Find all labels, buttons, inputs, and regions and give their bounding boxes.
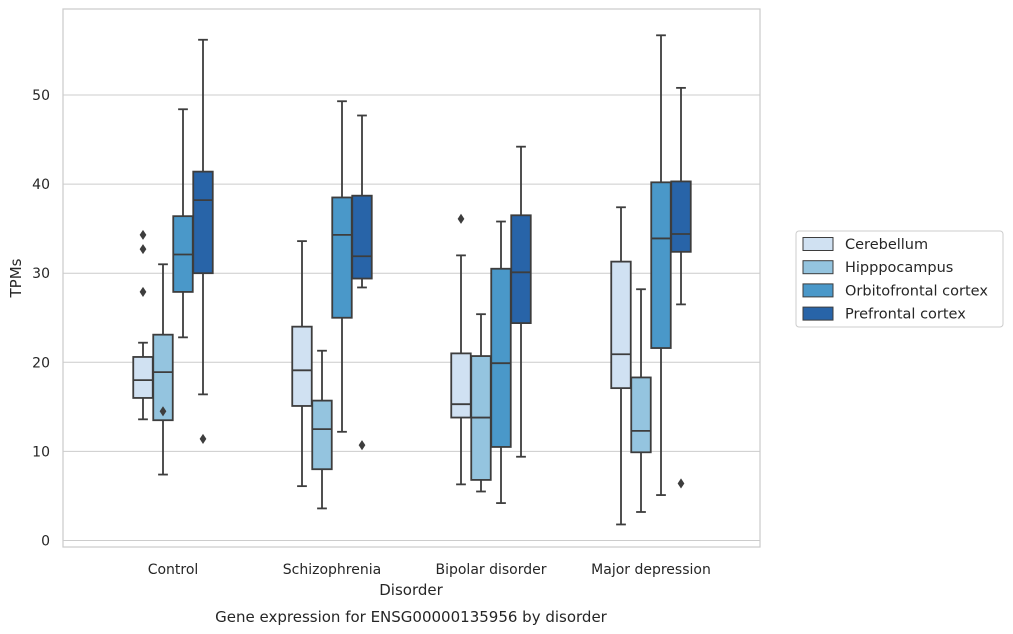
box-orbitofrontal-cortex: [331, 100, 353, 433]
box-iqr: [610, 260, 632, 390]
box-iqr: [630, 376, 652, 454]
box-iqr: [311, 399, 333, 471]
box-orbitofrontal-cortex: [172, 108, 194, 339]
box-iqr: [670, 180, 692, 253]
box-iqr: [650, 181, 672, 349]
x-tick-label: Control: [148, 562, 199, 578]
box-prefrontal-cortex: [670, 86, 692, 489]
box-cerebellum: [132, 229, 154, 421]
box-prefrontal-cortex: [351, 114, 373, 451]
y-tick-label: 30: [32, 266, 50, 282]
y-tick-label: 40: [32, 177, 50, 193]
legend-label: Orbitofrontal cortex: [845, 283, 988, 299]
box-hipppocampus: [630, 288, 652, 513]
box-prefrontal-cortex: [192, 38, 214, 444]
y-tick-label: 50: [32, 88, 50, 104]
y-axis-title: TPMs: [7, 258, 25, 298]
box-orbitofrontal-cortex: [650, 34, 672, 496]
box-iqr: [152, 333, 174, 422]
legend-label: Hipppocampus: [845, 260, 953, 276]
outlier-marker: [139, 244, 147, 255]
box-iqr: [510, 214, 532, 324]
legend: Cerebellum Hipppocampus Orbitofrontal cort…: [795, 230, 1004, 328]
x-tick-labels: Control Schizophrenia Bipolar disorder Majo…: [148, 562, 711, 578]
legend-swatch: [802, 283, 834, 298]
x-axis-title: Disorder: [379, 581, 443, 599]
box-cerebellum: [450, 213, 472, 486]
chart-caption: Gene expression for ENSG00000135956 by d…: [215, 608, 608, 626]
legend-swatch: [802, 306, 834, 321]
outlier-marker: [159, 406, 167, 417]
box-hipppocampus: [311, 349, 333, 510]
box-iqr: [291, 325, 313, 407]
legend-swatch: [802, 260, 834, 275]
box-iqr: [450, 352, 472, 419]
legend-label: Cerebellum: [845, 237, 928, 253]
legend-swatch: [802, 237, 834, 251]
y-tick-label: 0: [41, 534, 50, 550]
box-cerebellum: [610, 206, 632, 526]
box-iqr: [132, 356, 154, 399]
outlier-marker: [139, 286, 147, 297]
y-tick-labels: 0 10 20 30 40 50: [32, 88, 50, 550]
outlier-marker: [358, 440, 366, 451]
box-hipppocampus: [470, 313, 492, 493]
x-tick-label: Schizophrenia: [283, 562, 381, 578]
legend-frame: [795, 230, 1004, 328]
box-iqr: [192, 170, 214, 275]
y-tick-label: 20: [32, 355, 50, 371]
x-tick-label: Bipolar disorder: [435, 562, 546, 578]
outlier-marker: [677, 478, 685, 489]
legend-label: Prefrontal cortex: [845, 307, 966, 323]
box-orbitofrontal-cortex: [490, 220, 512, 504]
outlier-marker: [139, 229, 147, 240]
boxes: [132, 34, 692, 526]
outlier-marker: [457, 213, 465, 224]
box-iqr: [331, 196, 353, 319]
box-iqr: [490, 267, 512, 448]
outlier-marker: [199, 433, 207, 444]
box-iqr: [351, 194, 373, 280]
x-tick-label: Major depression: [591, 562, 711, 578]
box-hipppocampus: [152, 263, 174, 476]
y-tick-label: 10: [32, 444, 50, 460]
plot-frame: [62, 8, 761, 548]
box-prefrontal-cortex: [510, 145, 532, 458]
box-cerebellum: [291, 240, 313, 488]
